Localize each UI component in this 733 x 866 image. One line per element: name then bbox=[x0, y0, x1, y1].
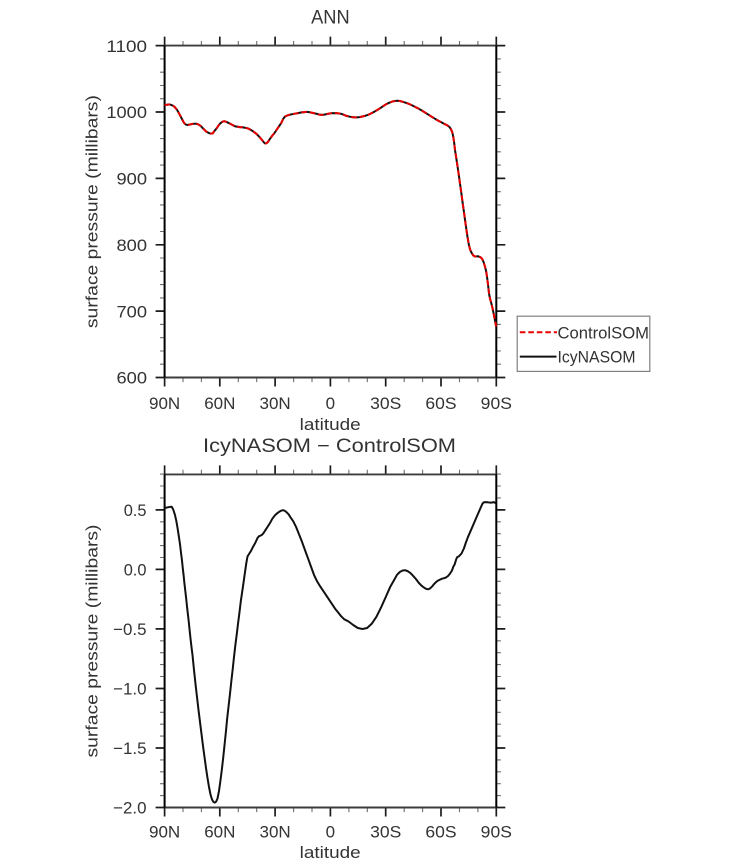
svg-text:900: 900 bbox=[117, 170, 148, 189]
svg-text:latitude: latitude bbox=[300, 843, 361, 862]
svg-text:30N: 30N bbox=[260, 823, 291, 842]
svg-text:1100: 1100 bbox=[106, 37, 147, 56]
svg-text:600: 600 bbox=[117, 369, 148, 388]
svg-text:−1.5: −1.5 bbox=[113, 739, 146, 758]
svg-text:30S: 30S bbox=[370, 394, 401, 413]
svg-text:30N: 30N bbox=[260, 394, 291, 413]
svg-text:0: 0 bbox=[326, 823, 335, 842]
svg-text:30S: 30S bbox=[370, 823, 401, 842]
svg-text:−0.5: −0.5 bbox=[113, 620, 146, 639]
svg-text:ANN: ANN bbox=[311, 8, 350, 29]
svg-text:60S: 60S bbox=[425, 394, 456, 413]
svg-text:latitude: latitude bbox=[300, 415, 361, 434]
svg-text:−1.0: −1.0 bbox=[113, 680, 146, 699]
svg-text:1000: 1000 bbox=[106, 103, 147, 122]
svg-text:surface pressure (millibars): surface pressure (millibars) bbox=[83, 95, 102, 328]
svg-text:90N: 90N bbox=[149, 823, 180, 842]
svg-text:60N: 60N bbox=[204, 394, 235, 413]
svg-text:800: 800 bbox=[117, 236, 148, 255]
svg-text:surface pressure (millibars): surface pressure (millibars) bbox=[83, 525, 102, 758]
svg-text:−2.0: −2.0 bbox=[113, 799, 146, 818]
svg-text:700: 700 bbox=[117, 302, 148, 321]
svg-text:0.0: 0.0 bbox=[124, 561, 147, 580]
svg-text:IcyNASOM − ControlSOM: IcyNASOM − ControlSOM bbox=[203, 436, 456, 457]
svg-text:90N: 90N bbox=[149, 394, 180, 413]
svg-text:90S: 90S bbox=[481, 823, 512, 842]
svg-text:60N: 60N bbox=[204, 823, 235, 842]
svg-text:0.5: 0.5 bbox=[124, 501, 147, 520]
svg-text:90S: 90S bbox=[481, 394, 512, 413]
svg-text:0: 0 bbox=[326, 394, 335, 413]
svg-text:60S: 60S bbox=[425, 823, 456, 842]
svg-text:ControlSOM: ControlSOM bbox=[558, 324, 650, 342]
svg-text:IcyNASOM: IcyNASOM bbox=[558, 349, 636, 367]
